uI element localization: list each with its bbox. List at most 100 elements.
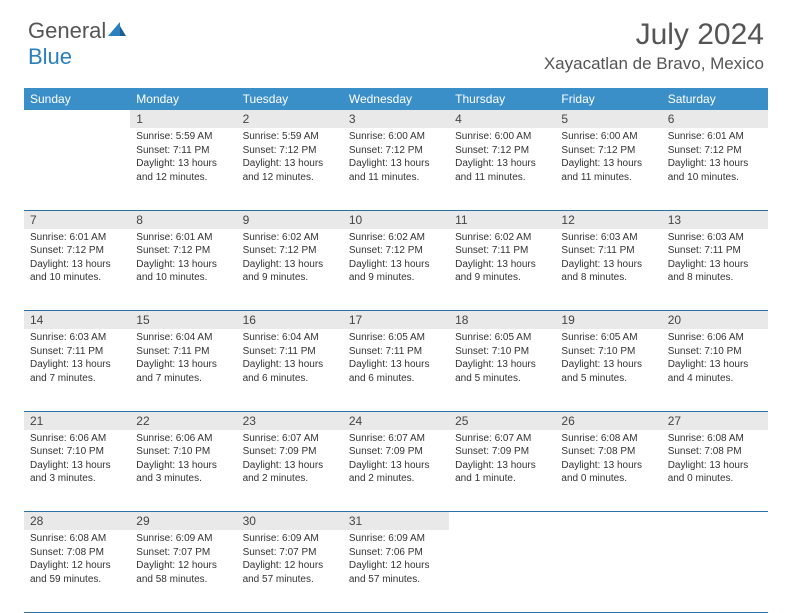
daylight-line: Daylight: 13 hours and 7 minutes. bbox=[30, 358, 124, 385]
day-detail: Sunrise: 6:07 AMSunset: 7:09 PMDaylight:… bbox=[449, 430, 555, 490]
day-detail-cell: Sunrise: 6:08 AMSunset: 7:08 PMDaylight:… bbox=[555, 430, 661, 512]
sunset-line: Sunset: 7:12 PM bbox=[349, 244, 443, 258]
sunrise-line: Sunrise: 6:02 AM bbox=[243, 231, 337, 245]
day-number-cell bbox=[449, 512, 555, 531]
calendar-head: SundayMondayTuesdayWednesdayThursdayFrid… bbox=[24, 88, 768, 110]
sunset-line: Sunset: 7:12 PM bbox=[668, 144, 762, 158]
day-number-cell: 8 bbox=[130, 210, 236, 229]
day-detail-cell: Sunrise: 6:07 AMSunset: 7:09 PMDaylight:… bbox=[343, 430, 449, 512]
daylight-line: Daylight: 12 hours and 58 minutes. bbox=[136, 559, 230, 586]
day-number-cell: 3 bbox=[343, 110, 449, 128]
daylight-line: Daylight: 13 hours and 12 minutes. bbox=[136, 157, 230, 184]
day-number-row: 14151617181920 bbox=[24, 311, 768, 330]
sunset-line: Sunset: 7:11 PM bbox=[243, 345, 337, 359]
day-number-row: 78910111213 bbox=[24, 210, 768, 229]
sunrise-line: Sunrise: 6:05 AM bbox=[455, 331, 549, 345]
location-label: Xayacatlan de Bravo, Mexico bbox=[544, 54, 764, 74]
day-detail: Sunrise: 6:08 AMSunset: 7:08 PMDaylight:… bbox=[555, 430, 661, 490]
day-detail: Sunrise: 6:01 AMSunset: 7:12 PMDaylight:… bbox=[662, 128, 768, 188]
day-number-cell: 10 bbox=[343, 210, 449, 229]
day-detail-cell: Sunrise: 6:09 AMSunset: 7:07 PMDaylight:… bbox=[130, 530, 236, 612]
daylight-line: Daylight: 13 hours and 1 minute. bbox=[455, 459, 549, 486]
day-number-cell: 5 bbox=[555, 110, 661, 128]
sunrise-line: Sunrise: 6:00 AM bbox=[561, 130, 655, 144]
month-title: July 2024 bbox=[544, 18, 764, 52]
day-detail-cell: Sunrise: 6:02 AMSunset: 7:12 PMDaylight:… bbox=[343, 229, 449, 311]
day-number-row: 21222324252627 bbox=[24, 411, 768, 430]
day-detail-cell: Sunrise: 6:04 AMSunset: 7:11 PMDaylight:… bbox=[237, 329, 343, 411]
daylight-line: Daylight: 13 hours and 5 minutes. bbox=[561, 358, 655, 385]
daylight-line: Daylight: 13 hours and 8 minutes. bbox=[668, 258, 762, 285]
sunrise-line: Sunrise: 6:06 AM bbox=[668, 331, 762, 345]
daylight-line: Daylight: 13 hours and 10 minutes. bbox=[30, 258, 124, 285]
day-detail-cell: Sunrise: 6:02 AMSunset: 7:11 PMDaylight:… bbox=[449, 229, 555, 311]
sunset-line: Sunset: 7:09 PM bbox=[455, 445, 549, 459]
day-number-cell: 7 bbox=[24, 210, 130, 229]
day-detail-cell: Sunrise: 6:01 AMSunset: 7:12 PMDaylight:… bbox=[24, 229, 130, 311]
day-detail-cell: Sunrise: 6:04 AMSunset: 7:11 PMDaylight:… bbox=[130, 329, 236, 411]
day-detail: Sunrise: 6:04 AMSunset: 7:11 PMDaylight:… bbox=[130, 329, 236, 389]
day-detail-cell: Sunrise: 6:00 AMSunset: 7:12 PMDaylight:… bbox=[343, 128, 449, 210]
day-detail-cell: Sunrise: 5:59 AMSunset: 7:12 PMDaylight:… bbox=[237, 128, 343, 210]
day-detail: Sunrise: 6:01 AMSunset: 7:12 PMDaylight:… bbox=[130, 229, 236, 289]
sunrise-line: Sunrise: 6:05 AM bbox=[561, 331, 655, 345]
sunrise-line: Sunrise: 6:07 AM bbox=[349, 432, 443, 446]
day-detail-cell: Sunrise: 6:08 AMSunset: 7:08 PMDaylight:… bbox=[24, 530, 130, 612]
sunrise-line: Sunrise: 6:09 AM bbox=[349, 532, 443, 546]
day-number-cell: 9 bbox=[237, 210, 343, 229]
day-number-cell: 15 bbox=[130, 311, 236, 330]
day-number-cell: 30 bbox=[237, 512, 343, 531]
day-detail-cell: Sunrise: 6:09 AMSunset: 7:07 PMDaylight:… bbox=[237, 530, 343, 612]
day-detail-cell: Sunrise: 6:06 AMSunset: 7:10 PMDaylight:… bbox=[24, 430, 130, 512]
day-header: Thursday bbox=[449, 88, 555, 110]
day-detail: Sunrise: 6:00 AMSunset: 7:12 PMDaylight:… bbox=[555, 128, 661, 188]
day-detail-cell bbox=[449, 530, 555, 612]
daylight-line: Daylight: 13 hours and 6 minutes. bbox=[349, 358, 443, 385]
day-detail-row: Sunrise: 6:06 AMSunset: 7:10 PMDaylight:… bbox=[24, 430, 768, 512]
sunset-line: Sunset: 7:07 PM bbox=[243, 546, 337, 560]
day-detail: Sunrise: 6:02 AMSunset: 7:12 PMDaylight:… bbox=[343, 229, 449, 289]
daylight-line: Daylight: 12 hours and 57 minutes. bbox=[349, 559, 443, 586]
day-detail: Sunrise: 6:05 AMSunset: 7:11 PMDaylight:… bbox=[343, 329, 449, 389]
day-header: Wednesday bbox=[343, 88, 449, 110]
sunrise-line: Sunrise: 6:00 AM bbox=[349, 130, 443, 144]
sunset-line: Sunset: 7:12 PM bbox=[136, 244, 230, 258]
day-detail-cell bbox=[555, 530, 661, 612]
day-detail: Sunrise: 6:06 AMSunset: 7:10 PMDaylight:… bbox=[24, 430, 130, 490]
sunset-line: Sunset: 7:11 PM bbox=[455, 244, 549, 258]
day-detail: Sunrise: 6:00 AMSunset: 7:12 PMDaylight:… bbox=[449, 128, 555, 188]
day-number-cell: 31 bbox=[343, 512, 449, 531]
sunset-line: Sunset: 7:10 PM bbox=[561, 345, 655, 359]
daylight-line: Daylight: 13 hours and 2 minutes. bbox=[349, 459, 443, 486]
day-number-cell: 25 bbox=[449, 411, 555, 430]
sunset-line: Sunset: 7:09 PM bbox=[243, 445, 337, 459]
daylight-line: Daylight: 13 hours and 4 minutes. bbox=[668, 358, 762, 385]
sunset-line: Sunset: 7:11 PM bbox=[668, 244, 762, 258]
day-detail-cell: Sunrise: 6:00 AMSunset: 7:12 PMDaylight:… bbox=[449, 128, 555, 210]
sunset-line: Sunset: 7:10 PM bbox=[30, 445, 124, 459]
sunrise-line: Sunrise: 6:02 AM bbox=[455, 231, 549, 245]
day-detail-cell: Sunrise: 6:03 AMSunset: 7:11 PMDaylight:… bbox=[555, 229, 661, 311]
sunset-line: Sunset: 7:12 PM bbox=[349, 144, 443, 158]
day-detail: Sunrise: 6:06 AMSunset: 7:10 PMDaylight:… bbox=[662, 329, 768, 389]
sunrise-line: Sunrise: 6:03 AM bbox=[668, 231, 762, 245]
sunset-line: Sunset: 7:12 PM bbox=[455, 144, 549, 158]
sunrise-line: Sunrise: 6:04 AM bbox=[243, 331, 337, 345]
daylight-line: Daylight: 13 hours and 11 minutes. bbox=[349, 157, 443, 184]
day-detail: Sunrise: 6:05 AMSunset: 7:10 PMDaylight:… bbox=[449, 329, 555, 389]
day-detail-cell: Sunrise: 6:05 AMSunset: 7:10 PMDaylight:… bbox=[555, 329, 661, 411]
sunrise-line: Sunrise: 6:08 AM bbox=[668, 432, 762, 446]
day-number-cell: 13 bbox=[662, 210, 768, 229]
day-number-row: 123456 bbox=[24, 110, 768, 128]
sunset-line: Sunset: 7:08 PM bbox=[30, 546, 124, 560]
day-detail: Sunrise: 6:09 AMSunset: 7:07 PMDaylight:… bbox=[237, 530, 343, 590]
day-detail: Sunrise: 6:03 AMSunset: 7:11 PMDaylight:… bbox=[24, 329, 130, 389]
day-number-cell: 16 bbox=[237, 311, 343, 330]
day-number-cell bbox=[662, 512, 768, 531]
day-detail-cell: Sunrise: 6:01 AMSunset: 7:12 PMDaylight:… bbox=[130, 229, 236, 311]
day-detail: Sunrise: 6:05 AMSunset: 7:10 PMDaylight:… bbox=[555, 329, 661, 389]
day-detail: Sunrise: 6:03 AMSunset: 7:11 PMDaylight:… bbox=[555, 229, 661, 289]
sunrise-line: Sunrise: 6:07 AM bbox=[243, 432, 337, 446]
day-detail: Sunrise: 6:02 AMSunset: 7:12 PMDaylight:… bbox=[237, 229, 343, 289]
sunset-line: Sunset: 7:11 PM bbox=[136, 345, 230, 359]
